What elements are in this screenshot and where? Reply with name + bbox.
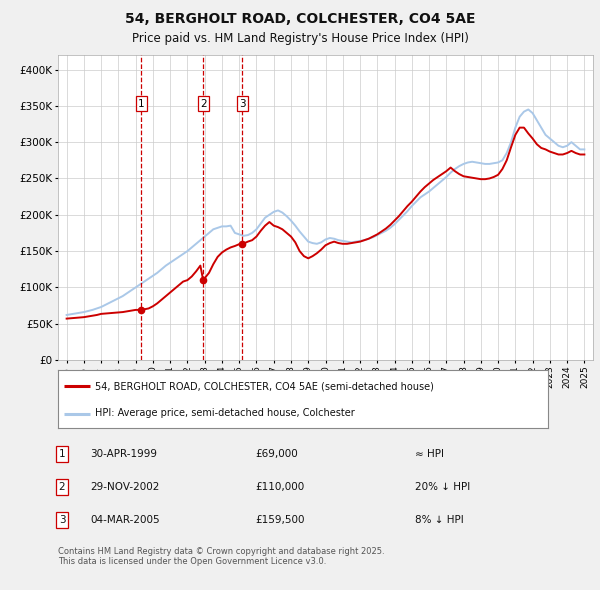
Text: 54, BERGHOLT ROAD, COLCHESTER, CO4 5AE: 54, BERGHOLT ROAD, COLCHESTER, CO4 5AE	[125, 12, 475, 26]
Text: £159,500: £159,500	[255, 515, 305, 525]
Text: 20% ↓ HPI: 20% ↓ HPI	[415, 482, 470, 492]
Text: Contains HM Land Registry data © Crown copyright and database right 2025.
This d: Contains HM Land Registry data © Crown c…	[58, 547, 385, 566]
Text: £69,000: £69,000	[255, 449, 298, 459]
Text: 3: 3	[59, 515, 65, 525]
Text: 2: 2	[200, 99, 206, 109]
Text: Price paid vs. HM Land Registry's House Price Index (HPI): Price paid vs. HM Land Registry's House …	[131, 32, 469, 45]
Text: 30-APR-1999: 30-APR-1999	[90, 449, 157, 459]
Text: 29-NOV-2002: 29-NOV-2002	[90, 482, 160, 492]
Text: 04-MAR-2005: 04-MAR-2005	[90, 515, 160, 525]
Text: 1: 1	[59, 449, 65, 459]
Text: ≈ HPI: ≈ HPI	[415, 449, 444, 459]
Text: 3: 3	[239, 99, 245, 109]
Text: 8% ↓ HPI: 8% ↓ HPI	[415, 515, 464, 525]
Text: 2: 2	[59, 482, 65, 492]
Text: £110,000: £110,000	[255, 482, 304, 492]
Text: 1: 1	[138, 99, 145, 109]
Text: 54, BERGHOLT ROAD, COLCHESTER, CO4 5AE (semi-detached house): 54, BERGHOLT ROAD, COLCHESTER, CO4 5AE (…	[95, 381, 434, 391]
Text: HPI: Average price, semi-detached house, Colchester: HPI: Average price, semi-detached house,…	[95, 408, 355, 418]
